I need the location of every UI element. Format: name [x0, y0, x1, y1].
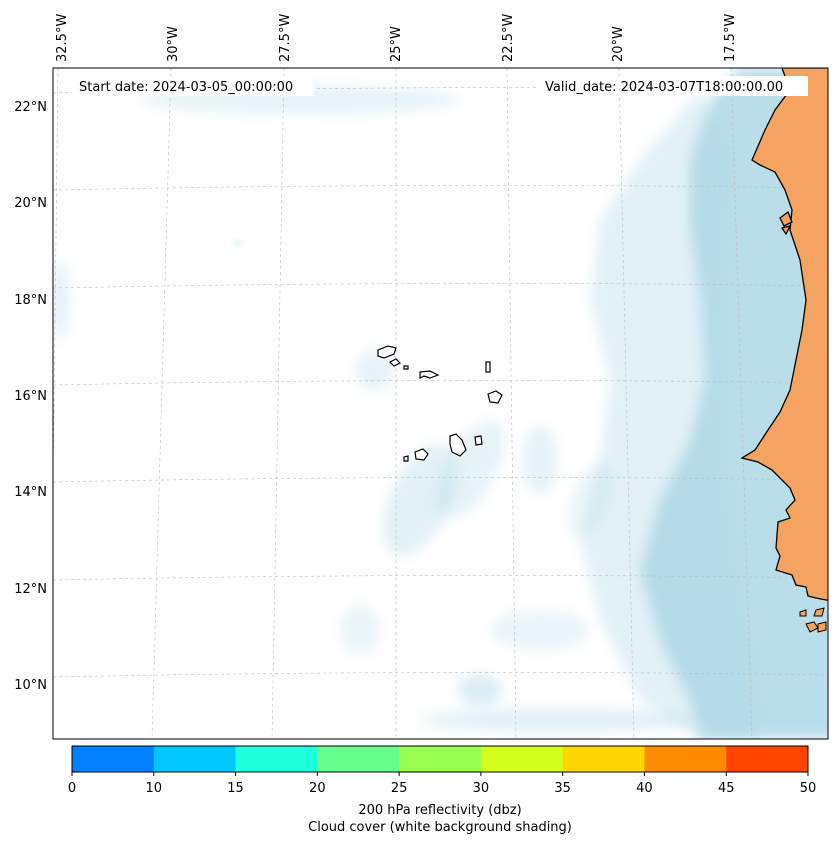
cloud-patch	[420, 708, 700, 732]
colorbar-segments	[72, 746, 809, 772]
latitude-labels: 22°N 20°N 18°N 16°N 14°N 12°N 10°N	[14, 100, 47, 693]
valid-date-label: Valid_date: 2024-03-07T18:00:00.00	[545, 80, 783, 95]
start-date-box: Start date: 2024-03-05_00:00:00	[72, 76, 314, 96]
colorbar-segment	[644, 746, 727, 772]
africa-coast-detail	[779, 210, 793, 236]
island-santo-antao	[377, 345, 397, 359]
map-frame	[52, 67, 829, 740]
lon-label: 32.5°W	[55, 14, 70, 62]
colorbar-segment	[317, 746, 400, 772]
lon-label: 22.5°W	[501, 14, 516, 62]
cloud-patch	[522, 425, 558, 495]
cloud-patch	[458, 674, 502, 706]
colorbar-tick-label: 30	[473, 781, 490, 796]
colorbar-tick-label: 10	[146, 781, 163, 796]
colorbar-segment	[562, 746, 645, 772]
lon-label: 17.5°W	[723, 14, 738, 62]
cloud-patch	[355, 350, 395, 390]
colorbar-label: 200 hPa reflectivity (dbz)	[358, 803, 521, 818]
lat-label: 16°N	[14, 389, 47, 404]
longitude-labels: 32.5°W 30°W 27.5°W 25°W 22.5°W 20°W 17.5…	[55, 14, 738, 62]
cape-verde-islands	[377, 345, 503, 462]
colorbar-ticks: 0 10 15 20 25 30 35 40 45 50	[68, 772, 816, 796]
lat-label: 20°N	[14, 196, 47, 211]
colorbar-tick-label: 45	[718, 781, 735, 796]
island-sao-nicolau	[419, 370, 440, 379]
map-panel: Start date: 2024-03-05_00:00:00 Valid_da…	[52, 67, 829, 740]
lat-label: 22°N	[14, 100, 47, 115]
colorbar-segment	[480, 746, 564, 772]
lon-label: 20°W	[611, 26, 626, 62]
cloud-patch	[340, 605, 380, 655]
island-santiago	[449, 433, 467, 457]
lat-label: 14°N	[14, 485, 47, 500]
island-sal	[485, 361, 491, 373]
cloud-patch	[382, 444, 458, 556]
cloud-patch	[53, 260, 70, 340]
colorbar-tick-label: 15	[227, 781, 244, 796]
island-brava	[403, 455, 409, 462]
colorbar-tick-label: 25	[391, 781, 408, 796]
cloud-patch	[568, 461, 612, 539]
island-maio	[474, 435, 483, 446]
colorbar: 0 10 15 20 25 30 35 40 45 50 200 hPa reflectivity…	[68, 745, 816, 835]
colorbar-tick-label: 50	[800, 781, 817, 796]
bissagos-islands	[799, 607, 827, 633]
valid-date-box: Valid_date: 2024-03-07T18:00:00.00	[539, 76, 808, 96]
island-sao-vicente	[388, 358, 402, 367]
cloud-patch	[435, 420, 505, 520]
lon-label: 25°W	[389, 26, 404, 62]
colorbar-frame	[71, 745, 809, 773]
island-santa-luzia	[403, 365, 409, 370]
colorbar-segment	[153, 746, 237, 772]
cloud-patch	[233, 240, 243, 246]
colorbar-tick-label: 35	[554, 781, 571, 796]
lon-label: 27.5°W	[278, 14, 293, 62]
lat-label: 12°N	[14, 582, 47, 597]
colorbar-segment	[399, 746, 482, 772]
colorbar-tick-label: 20	[309, 781, 326, 796]
colorbar-tick-label: 0	[68, 781, 76, 796]
cloud-patch	[490, 610, 590, 650]
island-boa-vista	[487, 390, 503, 404]
island-fogo	[414, 448, 429, 461]
colorbar-segment	[726, 746, 809, 772]
lon-label: 30°W	[166, 26, 181, 62]
africa-landmass	[740, 68, 828, 601]
colorbar-sublabel: Cloud cover (white background shading)	[308, 820, 572, 835]
colorbar-tick-label: 40	[636, 781, 653, 796]
lat-label: 10°N	[14, 678, 47, 693]
start-date-label: Start date: 2024-03-05_00:00:00	[79, 80, 293, 95]
colorbar-segment	[72, 746, 155, 772]
lat-label: 18°N	[14, 293, 47, 308]
colorbar-segment	[235, 746, 318, 772]
